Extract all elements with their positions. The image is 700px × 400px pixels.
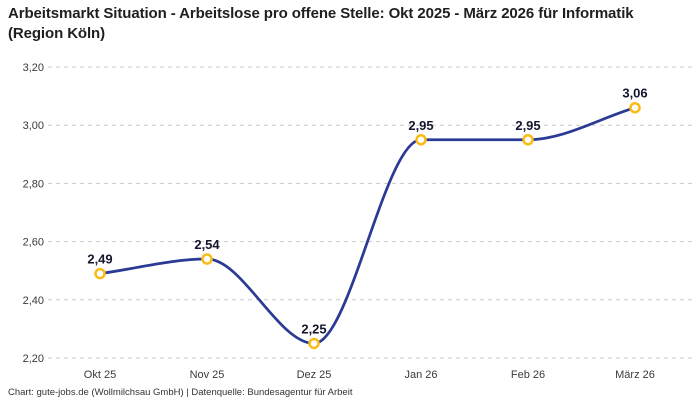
y-tick-label: 2,40 <box>23 295 44 307</box>
y-tick-label: 2,60 <box>23 237 44 249</box>
x-tick-label: Feb 26 <box>511 369 545 381</box>
data-point-label: 2,49 <box>87 252 112 267</box>
chart-credit: Chart: gute-jobs.de (Wollmilchsau GmbH) … <box>8 387 353 398</box>
y-tick-label: 3,20 <box>23 62 44 74</box>
data-point-label: 2,25 <box>301 321 326 336</box>
data-point-marker <box>522 134 534 146</box>
x-tick-label: März 26 <box>615 369 655 381</box>
x-tick-label: Okt 25 <box>84 369 116 381</box>
x-tick-label: Dez 25 <box>297 369 332 381</box>
y-tick-label: 3,00 <box>23 120 44 132</box>
data-point-marker <box>629 101 641 114</box>
y-tick-label: 2,20 <box>23 353 44 365</box>
x-tick-label: Jan 26 <box>404 369 437 381</box>
data-point-marker <box>94 267 106 280</box>
data-point-label: 2,54 <box>194 237 220 252</box>
series-line <box>98 106 637 345</box>
data-point-label: 2,95 <box>515 118 540 133</box>
data-point-label: 2,95 <box>408 118 433 133</box>
data-point-marker <box>415 134 427 146</box>
x-tick-label: Nov 25 <box>190 369 225 381</box>
chart-title: Arbeitsmarkt Situation - Arbeitslose pro… <box>8 5 634 43</box>
y-tick-label: 2,80 <box>23 178 44 190</box>
data-point-marker <box>308 337 320 350</box>
data-point-marker <box>201 253 213 265</box>
data-point-label: 3,06 <box>622 86 647 101</box>
